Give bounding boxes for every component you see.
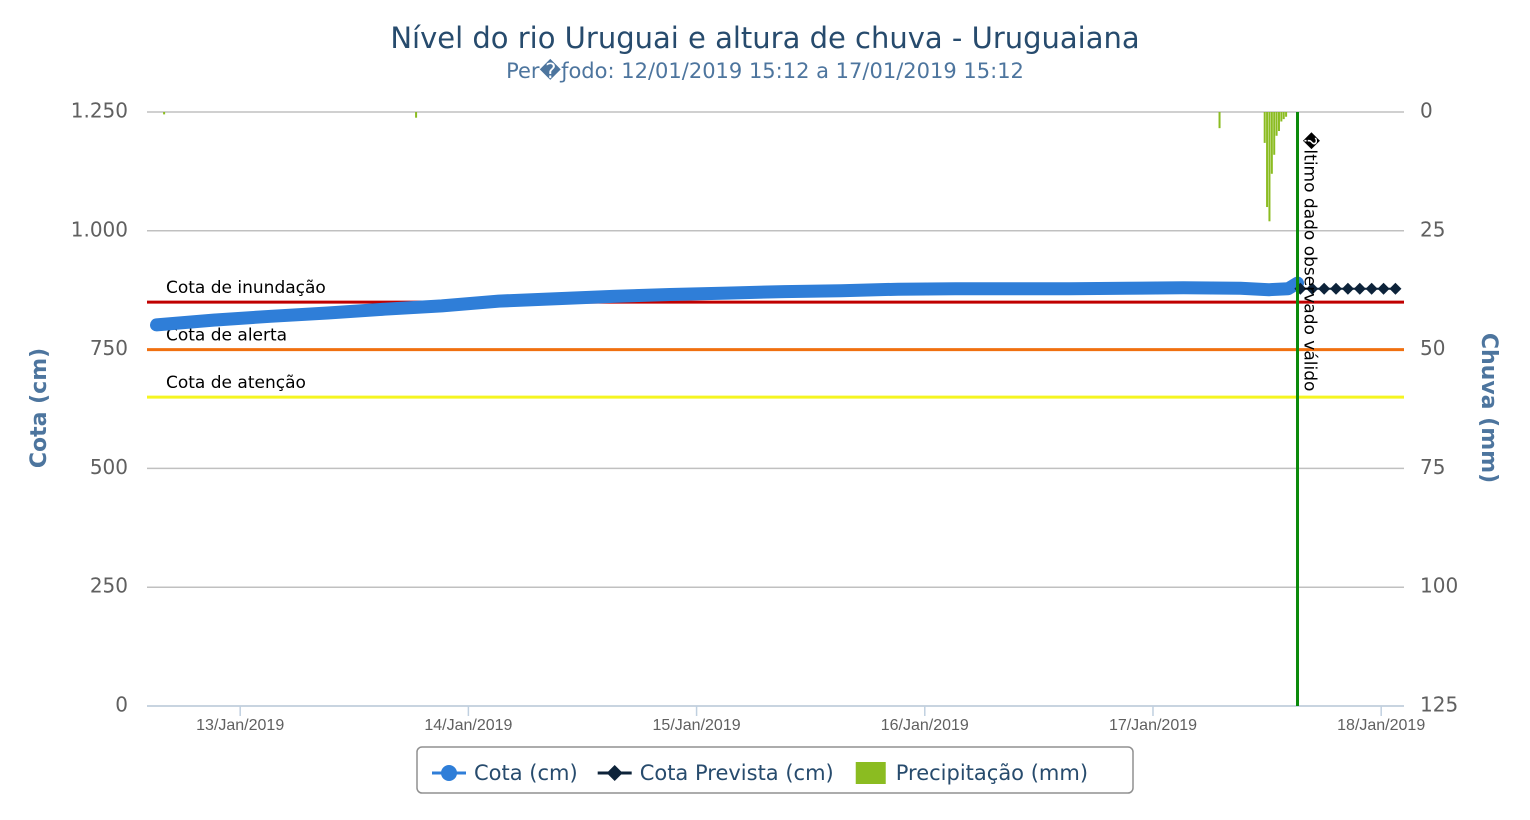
y-axis-title: Cota (cm) — [27, 348, 52, 468]
y2-tick-label: 25 — [1420, 217, 1445, 241]
last-observed-label: �ltimo dado observado válido — [1300, 132, 1321, 391]
y2-tick-label: 75 — [1420, 455, 1445, 479]
precip-bar — [415, 112, 418, 118]
legend-symbol — [441, 765, 457, 781]
chart-subtitle: Per�ƒodo: 12/01/2019 15:12 a 17/01/2019 … — [506, 58, 1024, 83]
level-line — [150, 276, 1304, 332]
legend-label: Cota Prevista (cm) — [640, 761, 834, 785]
y-tick-label: 1.250 — [71, 99, 128, 123]
x-tick-label: 17/Jan/2019 — [1109, 717, 1197, 734]
y2-tick-label: 0 — [1420, 99, 1433, 123]
precip-bar — [163, 112, 166, 115]
forecast-point — [1365, 282, 1378, 295]
y2-tick-label: 50 — [1420, 336, 1445, 360]
precip-bar — [1268, 112, 1271, 222]
y-tick-label: 750 — [90, 336, 128, 360]
precip-bar — [1282, 112, 1285, 120]
x-tick-label: 14/Jan/2019 — [424, 717, 512, 734]
x-tick-label: 13/Jan/2019 — [196, 717, 284, 734]
legend-label: Precipitação (mm) — [896, 761, 1088, 785]
precip-bar — [1277, 112, 1280, 132]
y-tick-label: 250 — [90, 574, 128, 598]
y-tick-label: 0 — [115, 693, 128, 717]
legend-label: Cota (cm) — [474, 761, 578, 785]
y-tick-label: 500 — [90, 455, 128, 479]
chart-title: Nível do rio Uruguai e altura de chuva -… — [390, 21, 1139, 55]
forecast-point — [1341, 282, 1354, 295]
forecast-point — [1330, 282, 1343, 295]
y-tick-label: 1.000 — [71, 217, 128, 241]
forecast-point — [1389, 282, 1402, 295]
legend-box — [416, 746, 1134, 794]
x-tick-label: 15/Jan/2019 — [653, 717, 741, 734]
y2-tick-label: 125 — [1420, 693, 1458, 717]
legend-symbol — [855, 762, 886, 784]
precip-bar — [1275, 112, 1278, 136]
x-tick-label: 16/Jan/2019 — [881, 717, 969, 734]
legend-symbol — [606, 765, 623, 781]
precip-bar — [1270, 112, 1273, 174]
y2-axis-title: Chuva (mm) — [1476, 333, 1501, 483]
plot-line-label: Cota de atenção — [166, 373, 306, 393]
x-tick-label: 18/Jan/2019 — [1337, 717, 1425, 734]
y2-tick-label: 100 — [1420, 574, 1458, 598]
precip-bar — [1218, 112, 1221, 129]
forecast-point — [1377, 282, 1390, 295]
precip-bar — [1263, 112, 1266, 143]
plot-line-label: Cota de inundação — [166, 278, 326, 298]
forecast-point — [1318, 282, 1331, 295]
forecast-point — [1306, 282, 1319, 295]
plot-line-label: Cota de alerta — [166, 326, 287, 346]
precip-bar — [1280, 112, 1283, 122]
forecast-point — [1353, 282, 1366, 295]
precip-bar — [1273, 112, 1276, 155]
precip-bar — [1285, 112, 1288, 117]
precip-bar — [1266, 112, 1269, 208]
